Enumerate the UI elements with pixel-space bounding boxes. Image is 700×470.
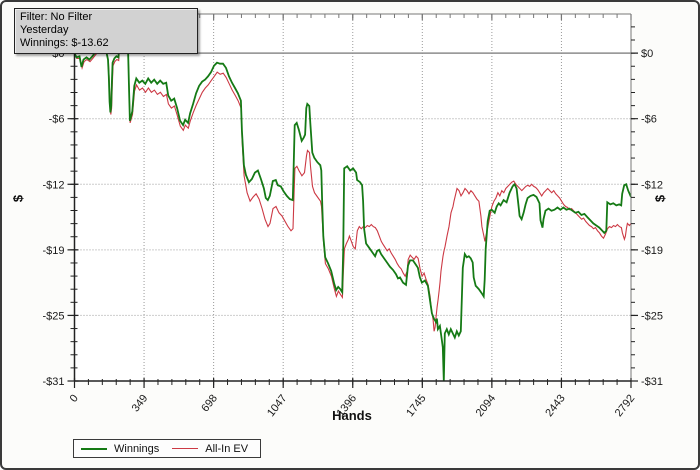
chart-legend: Winnings All-In EV [73, 439, 262, 458]
svg-text:0: 0 [68, 392, 81, 404]
svg-text:-$6: -$6 [641, 114, 657, 126]
winnings-line-swatch [81, 447, 107, 450]
legend-label-all-in-ev: All-In EV [205, 442, 249, 455]
svg-text:-$12: -$12 [42, 179, 64, 191]
svg-text:$0: $0 [641, 48, 653, 60]
filter-line: Filter: No Filter [20, 11, 93, 23]
svg-text:349: 349 [130, 392, 151, 414]
svg-text:-$19: -$19 [641, 245, 663, 257]
y-axis-title-left: $ [10, 194, 26, 203]
svg-text:2443: 2443 [543, 392, 568, 419]
svg-text:-$12: -$12 [641, 179, 663, 191]
svg-text:698: 698 [199, 392, 220, 414]
svg-text:2094: 2094 [474, 392, 499, 419]
svg-text:-$19: -$19 [42, 245, 64, 257]
filter-info-box: Filter: No Filter Yesterday Winnings: $-… [14, 8, 198, 54]
svg-text:-$31: -$31 [42, 376, 64, 388]
all-in-ev-line-swatch [172, 448, 199, 449]
y-axis-title-right: $ [652, 194, 668, 203]
svg-text:2792: 2792 [613, 392, 638, 419]
svg-text:-$25: -$25 [42, 310, 64, 322]
x-axis-title: Hands [332, 408, 372, 423]
period-line: Yesterday [20, 24, 69, 36]
legend-label-winnings: Winnings [114, 442, 160, 455]
svg-text:-$25: -$25 [641, 310, 663, 322]
svg-text:-$6: -$6 [49, 114, 65, 126]
winnings-total-line: Winnings: $-13.62 [20, 37, 109, 49]
svg-text:-$31: -$31 [641, 376, 663, 388]
